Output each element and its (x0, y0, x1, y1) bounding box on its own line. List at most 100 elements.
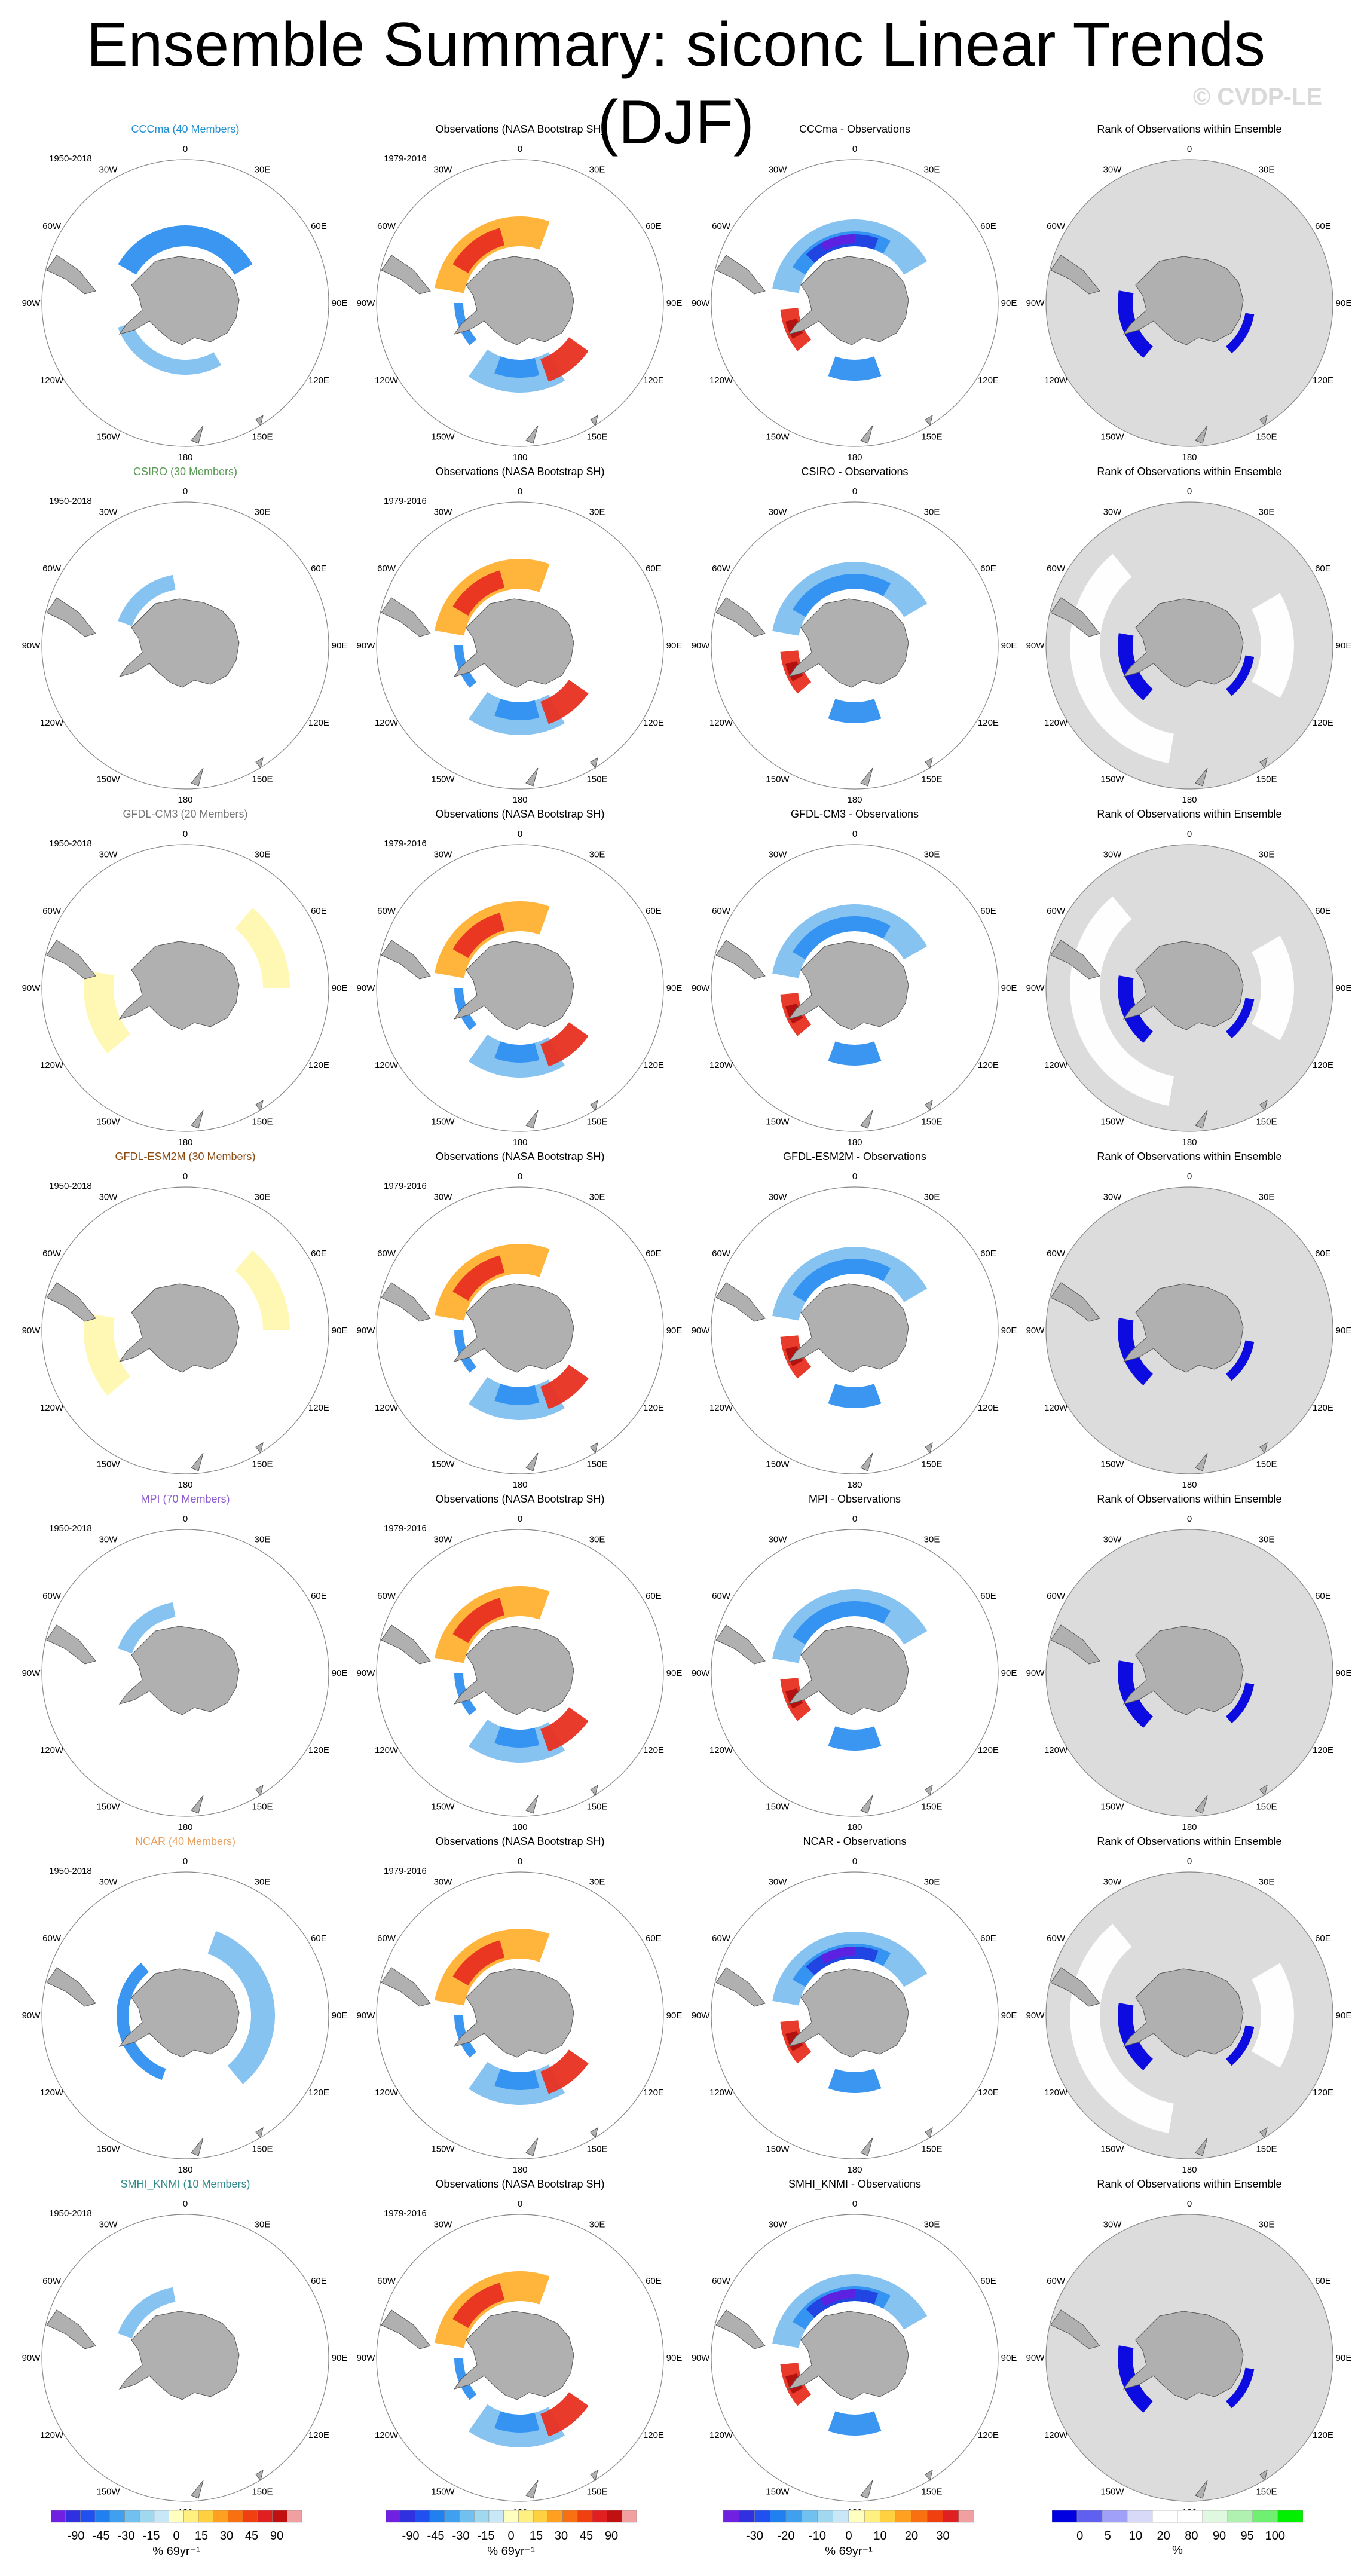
longitude-label: 150E (921, 1116, 942, 1127)
trend-field-region (1226, 2025, 1255, 2066)
longitude-label: 30E (924, 850, 940, 860)
longitude-label: 30E (255, 1877, 271, 1887)
longitude-label: 60W (1047, 564, 1066, 574)
trend-field-region (435, 559, 550, 636)
colorbar-tick-label: 10 (1128, 2529, 1143, 2543)
longitude-label: 60E (311, 1933, 327, 1944)
longitude-label: 60E (646, 1933, 662, 1944)
model-title: GFDL-CM3 (20 Members) (123, 808, 248, 820)
longitude-label: 30W (99, 2220, 118, 2230)
longitude-label: 180 (512, 1137, 527, 1148)
period-label: 1950-2018 (49, 839, 92, 849)
longitude-label: 180 (1182, 1480, 1197, 1490)
longitude-label: 120W (40, 718, 64, 728)
tasmania (590, 414, 598, 427)
longitude-label: 180 (1182, 2165, 1197, 2175)
longitude-label: 60W (1047, 1933, 1066, 1944)
longitude-label: 0 (1187, 2199, 1192, 2209)
colorbar-unit-label: % 69yr⁻¹ (825, 2545, 873, 2558)
longitude-label: 90W (1026, 641, 1045, 651)
longitude-label: 30W (434, 1535, 453, 1545)
longitude-label: 90E (332, 1326, 348, 1336)
map-panel-rank: Rank of Observations within Ensemble 0 30E… (1022, 465, 1352, 805)
colorbar-swatch (1051, 2510, 1078, 2523)
south-america-tip (715, 940, 766, 980)
south-america-tip (46, 1624, 96, 1665)
antarctica-landmass (118, 1283, 240, 1373)
longitude-label: 90W (22, 2353, 41, 2363)
longitude-label: 60W (1047, 1591, 1066, 1601)
longitude-label: 60W (42, 1591, 62, 1601)
longitude-label: 30E (924, 1535, 940, 1545)
colorbar-unit-label: % 69yr⁻¹ (487, 2545, 535, 2558)
longitude-label: 0 (183, 2199, 188, 2209)
longitude-label: 0 (852, 2199, 857, 2209)
antarctica-landmass (453, 1968, 574, 2058)
colorbar-swatch (385, 2510, 400, 2523)
colorbar-swatch (154, 2510, 169, 2523)
longitude-label: 60W (42, 1933, 62, 1944)
longitude-label: 180 (178, 452, 192, 463)
longitude-label: 150W (96, 432, 120, 442)
antarctica-landmass (453, 256, 574, 345)
colorbar-tick-label: -90 (402, 2529, 420, 2543)
tasmania (925, 2469, 933, 2482)
colorbar-tick-label: 15 (529, 2529, 543, 2543)
longitude-label: 90W (1026, 2011, 1045, 2021)
obs-title: Observations (NASA Bootstrap SH) (435, 466, 605, 478)
south-america-tip (1050, 1282, 1100, 1322)
map-panel-rank: Rank of Observations within Ensemble 0 30E… (1022, 807, 1352, 1148)
colorbar-swatches (50, 2510, 302, 2523)
longitude-label: 60W (712, 221, 731, 231)
longitude-label: 120E (1313, 1060, 1333, 1070)
longitude-label: 60W (42, 1249, 62, 1259)
trend-field-region (235, 907, 290, 988)
longitude-label: 180 (178, 1480, 192, 1490)
longitude-label: 90W (692, 1668, 711, 1678)
colorbar-swatch (459, 2510, 475, 2523)
trend-field-region (494, 1384, 540, 1405)
longitude-label: 150W (1100, 2486, 1124, 2497)
longitude-label: 30E (589, 1192, 605, 1203)
period-label: 1979-2016 (384, 496, 427, 506)
colorbar-swatch (257, 2510, 273, 2523)
colorbar-swatch (622, 2510, 637, 2523)
longitude-label: 120W (40, 1403, 64, 1413)
longitude-label: 90E (1336, 298, 1352, 308)
colorbar-tick-label: 30 (936, 2529, 950, 2543)
model-title: CSIRO (30 Members) (133, 466, 238, 478)
map-panel-diff: SMHI_KNMI - Observations 0 30E 60E 90E 120E 15… (687, 2177, 1022, 2517)
south-america-tip (381, 255, 431, 295)
longitude-label: 150W (1100, 774, 1124, 784)
longitude-label: 30E (1259, 507, 1275, 518)
longitude-label: 90W (357, 983, 376, 993)
trend-field-region (452, 570, 505, 616)
longitude-label: 120W (709, 1060, 733, 1070)
trend-field-region (1226, 998, 1255, 1039)
longitude-label: 150W (766, 1459, 790, 1469)
tasmania (1259, 1442, 1268, 1454)
longitude-label: 30E (1259, 1535, 1275, 1545)
diff-title: NCAR - Observations (803, 1835, 907, 1847)
new-zealand (860, 425, 873, 444)
antarctica-landmass (788, 941, 909, 1030)
longitude-label: 30W (1103, 2220, 1122, 2230)
longitude-label: 150W (766, 2486, 790, 2497)
tasmania (255, 1099, 264, 1112)
trend-field-region (435, 1929, 550, 2006)
south-america-tip (715, 2309, 766, 2349)
watermark: © CVDP-LE (1192, 84, 1322, 110)
longitude-label: 90W (1026, 1668, 1045, 1678)
longitude-label: 90E (666, 2011, 683, 2021)
longitude-label: 0 (518, 144, 522, 154)
polar-map: 0 30E 60E 90E 120E 150E 180 150W 120W 90W 60W 30W (692, 829, 1017, 1148)
new-zealand (1195, 2480, 1208, 2499)
trend-field-region (1226, 1682, 1255, 1724)
longitude-label: 60W (42, 2276, 62, 2286)
south-america-tip (1050, 1624, 1100, 1665)
colorbar-tick-label: 0 (507, 2529, 515, 2543)
longitude-label: 120W (709, 2088, 733, 2098)
map-panel-obs: Observations (NASA Bootstrap SH) 1979-201… (353, 1150, 687, 1490)
trend-field-region (828, 699, 882, 723)
longitude-label: 150E (921, 1459, 942, 1469)
